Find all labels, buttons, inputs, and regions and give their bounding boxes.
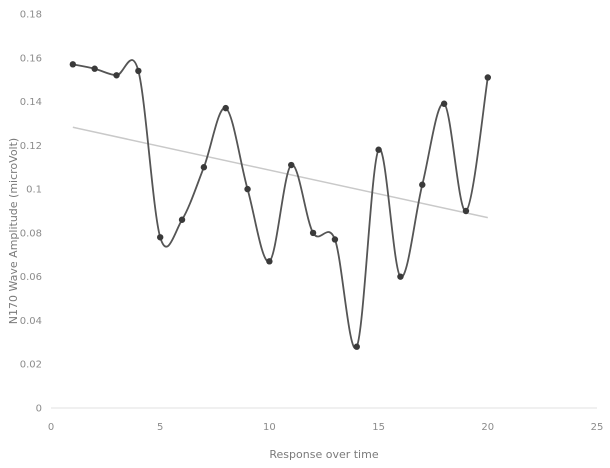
data-point	[69, 61, 77, 68]
y-tick-label: 0.16	[20, 53, 42, 64]
y-tick-label: 0.18	[20, 10, 42, 21]
data-point	[222, 104, 229, 112]
data-point	[353, 343, 360, 350]
y-tick-label: 0.02	[20, 360, 42, 371]
y-tick-label: 0.08	[20, 228, 42, 239]
y-tick-label: 0.1	[26, 185, 42, 196]
x-tick-label: 15	[372, 422, 385, 433]
y-tick-label: 0.14	[20, 97, 42, 108]
data-point	[462, 207, 470, 215]
data-point	[113, 72, 120, 79]
data-point	[331, 236, 339, 243]
y-tick-label: 0.06	[20, 272, 42, 283]
data-point	[200, 164, 208, 171]
data-point	[266, 258, 273, 265]
x-tick-label: 10	[263, 422, 276, 433]
data-point	[288, 161, 295, 169]
x-axis-ticks: 0 5 10 15 20 25	[48, 422, 604, 433]
data-markers	[69, 61, 491, 350]
y-axis-ticks: 0 0.02 0.04 0.06 0.08 0.1 0.12 0.14 0.16 0.18	[20, 10, 42, 415]
y-axis-title: N170 Wave Amplitude (microVolt)	[7, 138, 20, 324]
data-point	[484, 74, 491, 81]
x-tick-label: 0	[48, 422, 54, 433]
data-point	[375, 146, 382, 153]
y-tick-label: 0	[36, 404, 42, 415]
x-tick-label: 5	[157, 422, 163, 433]
data-point	[178, 216, 186, 223]
data-point	[397, 273, 404, 280]
data-point	[309, 229, 317, 237]
data-point	[91, 65, 98, 72]
data-point	[419, 181, 426, 188]
data-point	[244, 185, 251, 193]
y-tick-label: 0.04	[20, 316, 42, 327]
data-point	[440, 100, 448, 107]
x-tick-label: 25	[591, 422, 604, 433]
data-point	[157, 234, 164, 241]
y-tick-label: 0.12	[20, 141, 42, 152]
x-axis-title: Response over time	[269, 448, 378, 461]
data-point	[135, 67, 142, 75]
x-tick-label: 20	[481, 422, 494, 433]
